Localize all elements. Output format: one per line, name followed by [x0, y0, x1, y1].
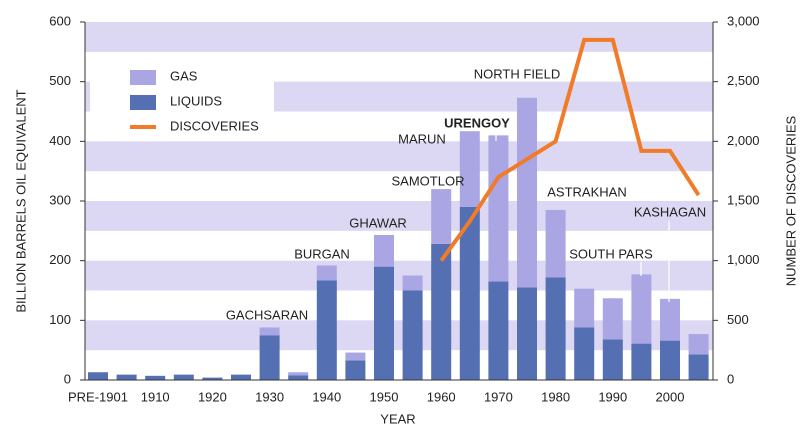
y-tick-label: 200: [49, 252, 71, 267]
bar-segment: [402, 275, 423, 291]
y2-tick-label: 1,500: [727, 192, 760, 207]
x-tick-label: 1980: [541, 389, 570, 404]
y2-tick-label: 3,000: [727, 13, 760, 28]
bar-segment: [231, 374, 251, 380]
bar-segment: [688, 354, 709, 380]
y-tick-label: 400: [49, 133, 71, 148]
bar-segment: [259, 327, 280, 336]
bar-segment: [631, 343, 652, 380]
annotation: SAMOTLOR: [392, 173, 465, 188]
stripe: [85, 201, 713, 231]
annotation: SOUTH PARS: [569, 246, 653, 261]
bar-segment: [574, 327, 595, 380]
y-tick-label: 600: [49, 13, 71, 28]
bar-segment: [488, 135, 509, 282]
x-axis-title: YEAR: [380, 411, 415, 426]
y2-tick-label: 1,000: [727, 252, 760, 267]
bar-segment: [116, 374, 137, 380]
bar-segment: [631, 274, 652, 344]
x-tick-label: 1960: [427, 389, 456, 404]
bar-segment: [431, 189, 452, 244]
bar-segment: [488, 281, 509, 380]
bar-segment: [145, 375, 166, 380]
bar-segment: [545, 209, 566, 278]
x-tick-label: PRE-1901: [68, 389, 128, 404]
bar-segment: [173, 374, 194, 380]
x-tick-label: 1910: [141, 389, 170, 404]
bar-segment: [345, 352, 366, 361]
x-tick-label: 1940: [312, 389, 341, 404]
bar-segment: [602, 339, 623, 380]
annotation: MARUN: [398, 131, 446, 146]
bar-segment: [288, 375, 309, 380]
legend-box: [90, 52, 274, 140]
bar-segment: [459, 206, 480, 380]
bar-segment: [374, 235, 394, 267]
y-tick-label: 300: [49, 192, 71, 207]
legend-label: DISCOVERIES: [170, 118, 259, 133]
bar-segment: [545, 277, 566, 380]
bar-segment: [660, 298, 680, 341]
stripe: [85, 141, 713, 172]
y2-tick-label: 2,000: [727, 133, 760, 148]
x-tick-label: 1920: [198, 389, 227, 404]
x-tick-label: 1930: [255, 389, 284, 404]
bar-segment: [517, 97, 537, 288]
bar-segment: [459, 131, 480, 207]
stripe: [85, 260, 713, 291]
y2-tick-label: 0: [727, 371, 734, 386]
x-tick-label: 1970: [484, 389, 513, 404]
bar-segment: [202, 377, 223, 380]
bar-segment: [345, 360, 366, 380]
bar-segment: [402, 290, 423, 380]
x-tick-label: 1990: [598, 389, 627, 404]
bar-segment: [88, 372, 108, 380]
annotation: GHAWAR: [349, 215, 407, 230]
bar-segment: [431, 243, 452, 380]
bar-segment: [288, 372, 309, 376]
annotation: URENGOY: [444, 115, 510, 130]
legend-label: GAS: [170, 68, 198, 83]
bar-segment: [688, 334, 709, 355]
annotation: NORTH FIELD: [474, 66, 560, 81]
y2-tick-label: 2,500: [727, 73, 760, 88]
bar-segment: [316, 265, 337, 281]
y2-axis-title: NUMBER OF DISCOVERIES: [783, 115, 798, 286]
bar-segment: [259, 335, 280, 380]
bar-segment: [316, 280, 337, 380]
annotation: ASTRAKHAN: [547, 184, 626, 199]
line-series: [439, 37, 701, 262]
y-axis-title: BILLION BARRELS OIL EQUIVALENT: [13, 89, 28, 312]
stripe: [85, 22, 713, 52]
bar-segment: [660, 340, 680, 380]
legend-swatch: [130, 70, 156, 85]
bar-segment: [574, 288, 595, 328]
y-tick-label: 100: [49, 312, 71, 327]
y-tick-label: 500: [49, 73, 71, 88]
bar-segment: [374, 266, 394, 380]
annotation: BURGAN: [294, 246, 350, 261]
bar-segment: [602, 298, 623, 340]
annotation: KASHAGAN: [634, 204, 706, 219]
x-tick-label: 1950: [370, 389, 399, 404]
annotation: GACHSARAN: [226, 307, 308, 322]
bar-segment: [517, 287, 537, 380]
y-tick-label: 0: [64, 371, 71, 386]
legend-swatch: [130, 95, 156, 110]
x-tick-label: 2000: [656, 389, 685, 404]
legend-label: LIQUIDS: [170, 93, 222, 108]
y2-tick-label: 500: [727, 312, 749, 327]
